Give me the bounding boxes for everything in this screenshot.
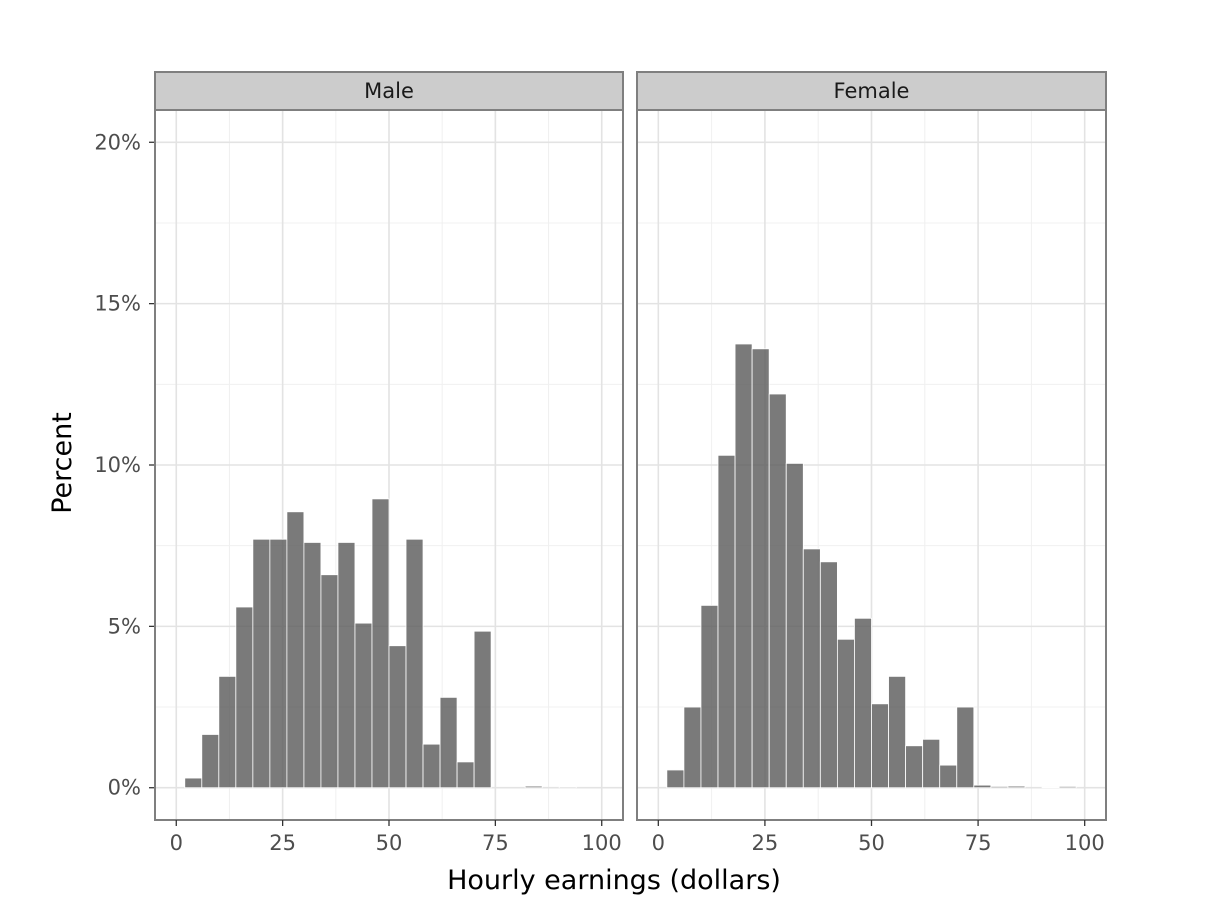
histogram-bar: [939, 764, 958, 789]
x-tick-label: 50: [376, 831, 403, 855]
histogram-bar: [751, 348, 770, 789]
x-tick-label: 0: [170, 831, 183, 855]
facet-strip-label: Female: [834, 79, 910, 103]
x-tick-label: 75: [482, 831, 509, 855]
histogram-bar: [439, 696, 458, 789]
histogram-bar: [218, 675, 237, 789]
histogram-bar: [734, 343, 753, 789]
x-tick-label: 100: [582, 831, 622, 855]
y-tick-label: 15%: [94, 292, 141, 316]
histogram-bar: [1041, 786, 1060, 789]
histogram-bar: [524, 785, 543, 789]
histogram-bar: [768, 393, 787, 789]
histogram-bar: [235, 606, 254, 789]
histogram-bar: [836, 638, 855, 789]
y-tick-label: 10%: [94, 453, 141, 477]
histogram-bar: [252, 538, 271, 789]
histogram-bar: [666, 769, 685, 789]
histogram-bar: [990, 786, 1009, 789]
histogram-bar: [269, 538, 288, 789]
panel-male: Male 0 25 50 75 100: [154, 71, 624, 855]
y-tick-label: 5%: [108, 614, 141, 638]
histogram-bar: [956, 706, 975, 789]
histogram-bar: [905, 745, 924, 789]
histogram-bar: [1007, 785, 1026, 789]
histogram-bar: [456, 761, 475, 789]
histogram-bar: [717, 454, 736, 789]
histogram-bar: [558, 786, 577, 789]
histogram-bar: [819, 561, 838, 789]
y-tick-label: 20%: [94, 130, 141, 154]
histogram-bar: [888, 675, 907, 789]
histogram-bar: [700, 604, 719, 789]
histogram-bar: [320, 574, 339, 789]
histogram-bar: [802, 548, 821, 789]
x-tick-label: 0: [652, 831, 665, 855]
facet-strip: [154, 71, 624, 111]
x-tick-label: 25: [269, 831, 296, 855]
histogram-bar: [1058, 786, 1077, 789]
y-tick-label: 0%: [108, 776, 141, 800]
histogram-bar: [354, 622, 373, 789]
histogram-bar: [871, 703, 889, 789]
x-tick-label: 75: [965, 831, 992, 855]
facet-strip: [636, 71, 1107, 111]
histogram-bar: [303, 542, 322, 789]
histogram-bar: [973, 784, 992, 789]
histogram-bar: [184, 777, 203, 789]
y-axis: 0% 5% 10% 15% 20%: [94, 130, 155, 800]
x-tick-label: 100: [1065, 831, 1105, 855]
histogram-bar: [388, 645, 407, 789]
histogram-bar: [854, 617, 872, 789]
facet-strip-label: Male: [364, 79, 414, 103]
x-tick-label: 25: [752, 831, 779, 855]
histogram-bar: [473, 630, 492, 789]
histogram-bar: [371, 498, 390, 789]
y-axis-title: Percent: [47, 412, 78, 514]
x-axis-title: Hourly earnings (dollars): [447, 865, 781, 896]
histogram-bar: [201, 734, 220, 789]
panel-female: Female 0 25 50 75 100: [636, 71, 1107, 855]
histogram-bar: [337, 542, 356, 789]
histogram-bar: [683, 706, 702, 789]
x-tick-label: 50: [858, 831, 885, 855]
histogram-bar: [922, 738, 941, 789]
histogram-bar: [286, 511, 305, 789]
histogram-bar: [422, 743, 441, 789]
histogram-bar: [785, 462, 804, 789]
histogram-bar: [405, 538, 424, 789]
